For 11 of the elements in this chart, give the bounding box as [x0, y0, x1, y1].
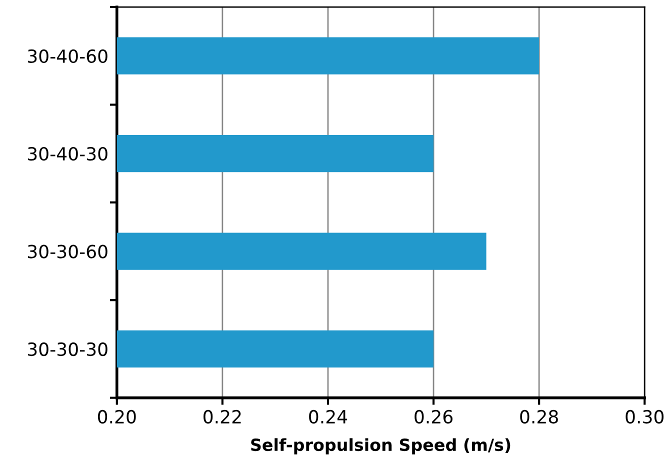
x-tick-label: 0.30 — [626, 410, 664, 424]
x-axis-title: Self-propulsion Speed (m/s) — [251, 438, 510, 454]
y-tick-label: 30-40-30 — [28, 147, 108, 161]
x-tick-label: 0.28 — [520, 410, 558, 424]
x-tick-label: 0.24 — [309, 410, 348, 424]
y-tick-label: 30-30-60 — [28, 244, 108, 258]
x-tick-label: 0.20 — [98, 410, 136, 424]
y-tick-label: 30-40-60 — [28, 49, 108, 63]
y-tick-label: 30-30-30 — [28, 342, 108, 356]
x-tick-label: 0.22 — [204, 410, 241, 424]
x-tick-label: 0.26 — [414, 410, 452, 424]
